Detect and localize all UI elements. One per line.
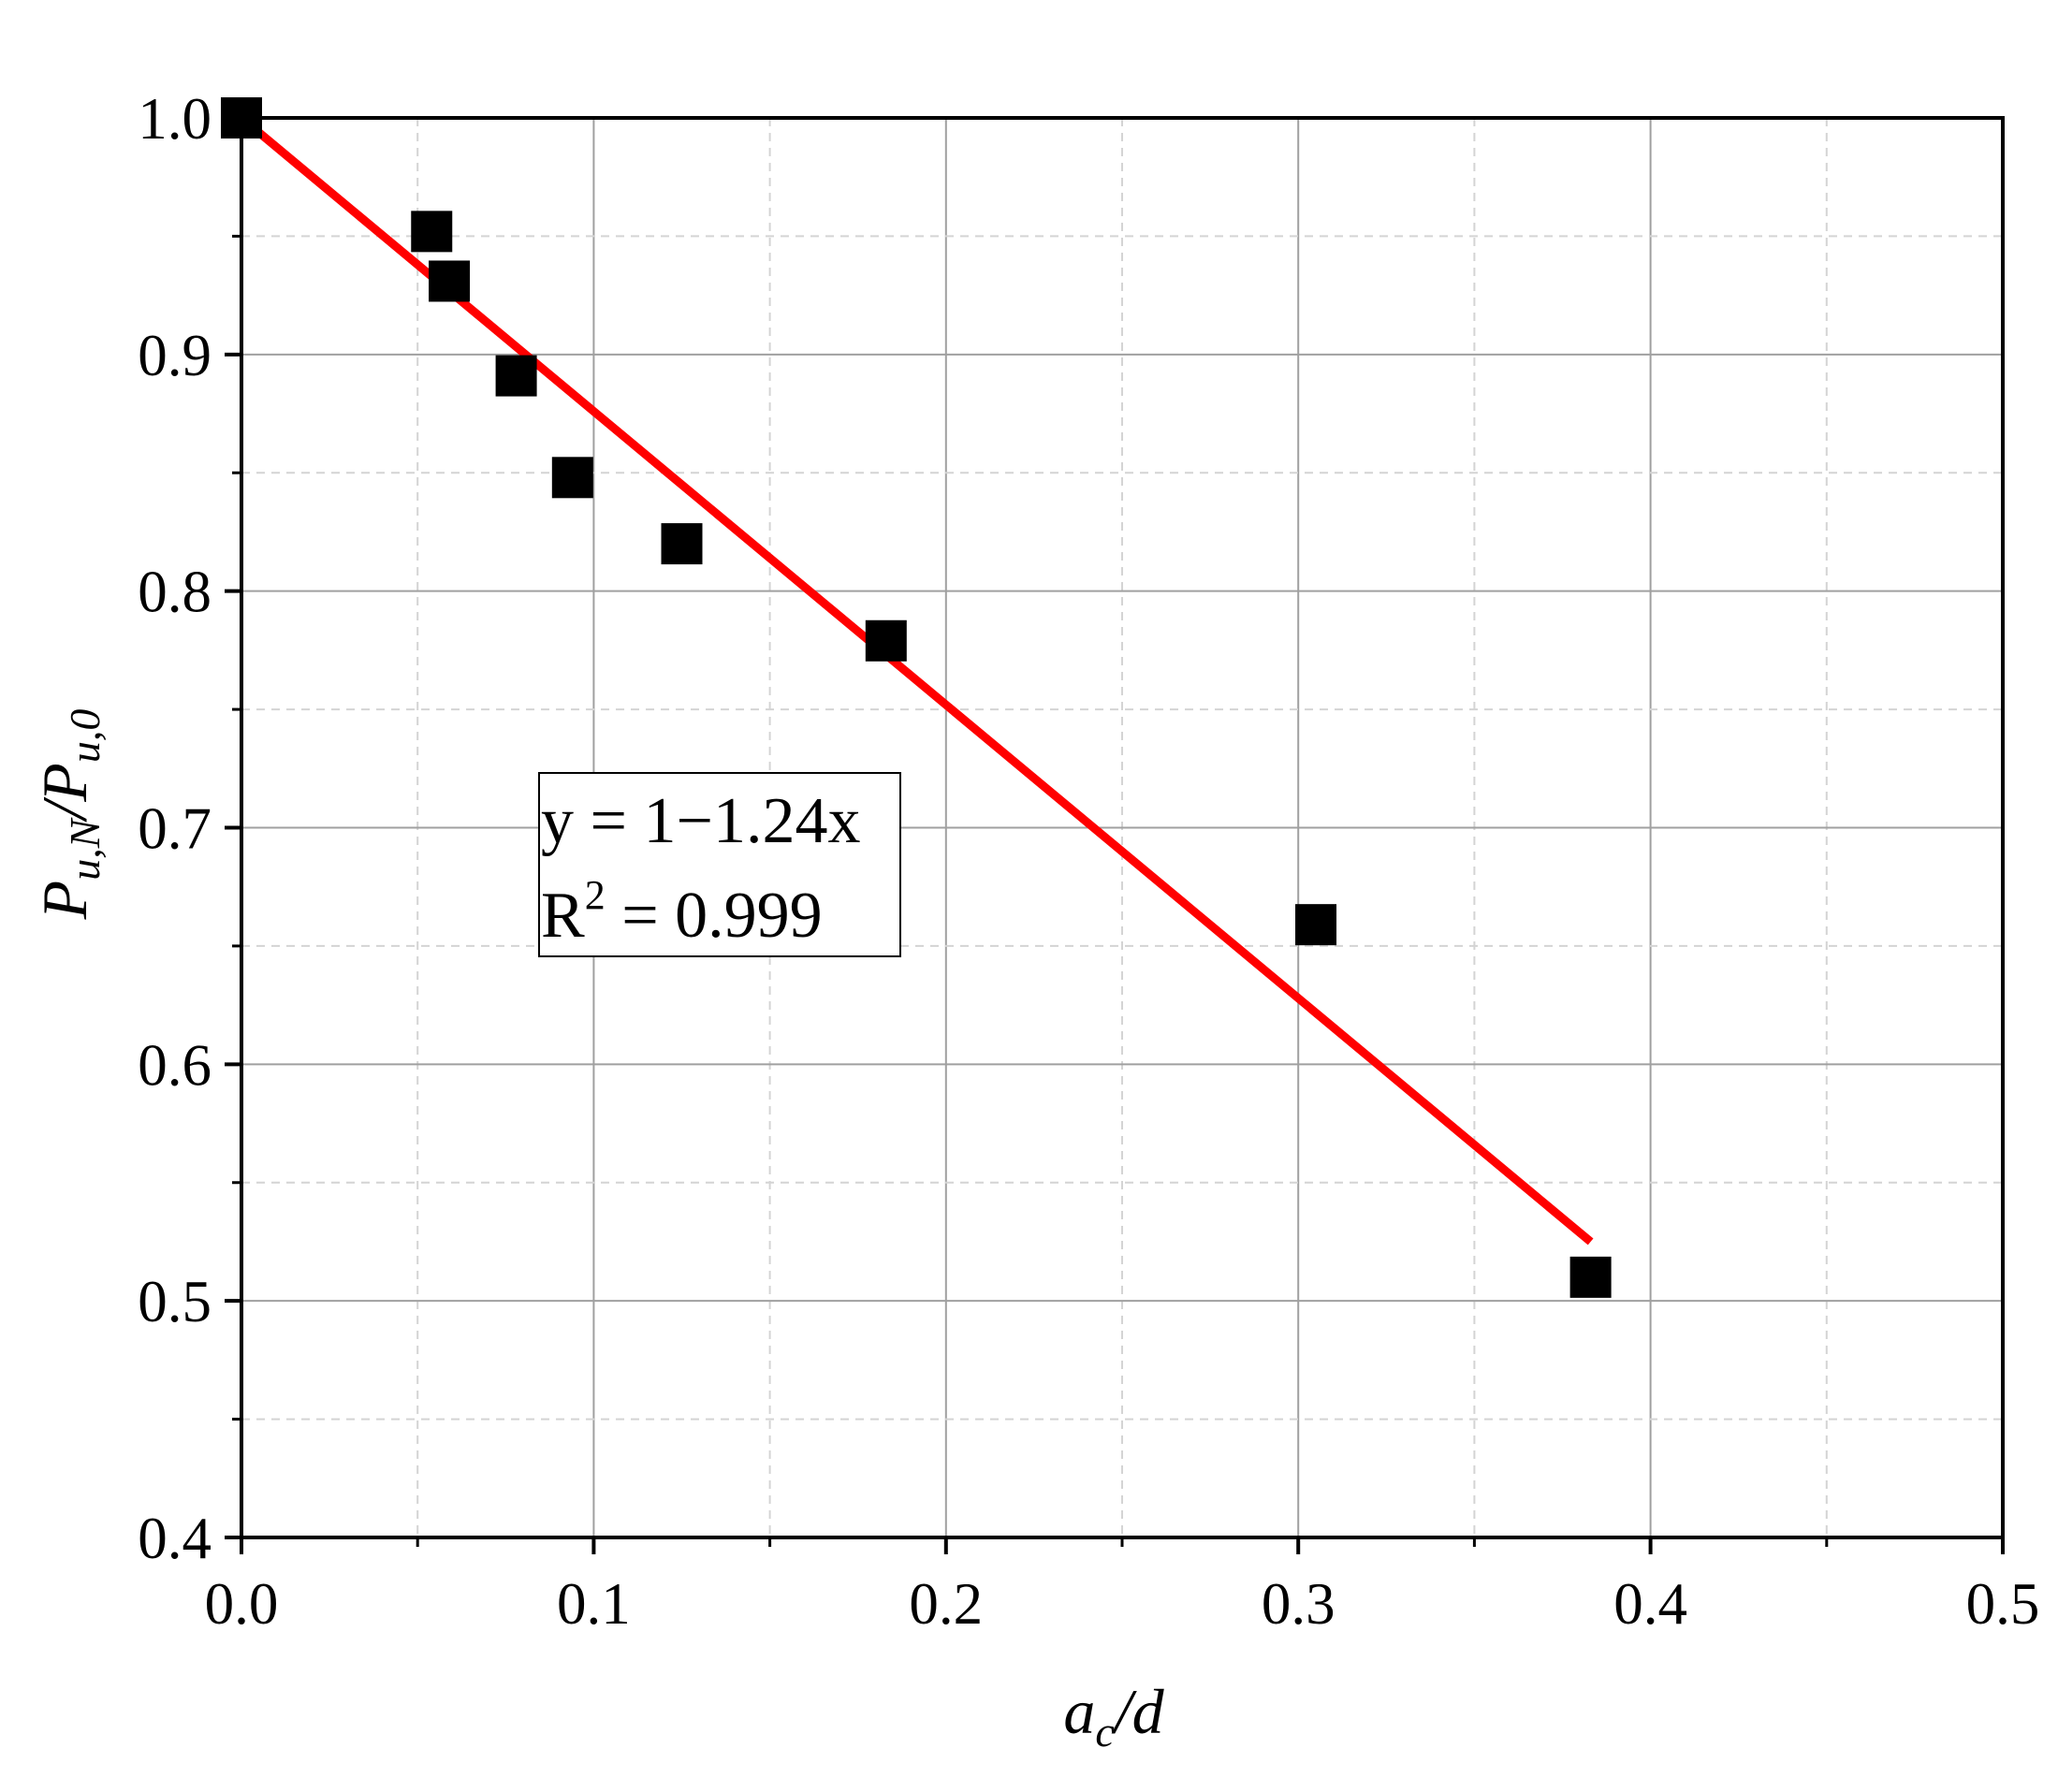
grid-lines (241, 118, 2003, 1537)
r2-prefix: R (541, 880, 585, 952)
x-tick-label: 0.3 (1262, 1571, 1336, 1637)
x-tick-label: 0.5 (1966, 1571, 2040, 1637)
data-point (495, 355, 537, 397)
y-tick-label: 1.0 (138, 86, 212, 152)
x-tick-label: 0.1 (557, 1571, 631, 1637)
y-tick-label: 0.7 (138, 796, 212, 862)
x-axis-title-main: a (1063, 1676, 1095, 1747)
data-points (221, 97, 1612, 1298)
y-tick-labels: 0.4 0.5 0.6 0.7 0.8 0.9 1.0 (138, 86, 212, 1571)
data-point (661, 523, 703, 565)
y-tick-label: 0.5 (138, 1269, 212, 1334)
fit-equation: y = 1−1.24x (541, 785, 860, 857)
x-tick-label: 0.2 (909, 1571, 983, 1637)
y-axis-title-s2: u,0 (61, 709, 109, 764)
x-tick-label: 0.4 (1613, 1571, 1687, 1637)
y-tick-label: 0.6 (138, 1032, 212, 1098)
y-tick-label: 0.4 (138, 1506, 212, 1571)
fit-annotation-box (538, 772, 901, 957)
data-point (1569, 1256, 1612, 1298)
y-axis-title-p1: P (29, 881, 100, 921)
y-axis-title-s1: u,N (61, 817, 109, 881)
fit-line (239, 114, 1594, 1246)
data-point (865, 619, 907, 662)
axis-ticks (225, 116, 2005, 1554)
r2-value: = 0.999 (606, 880, 823, 952)
r2-superscript: 2 (585, 872, 606, 918)
x-tick-labels: 0.0 0.1 0.2 0.3 0.4 0.5 (205, 1571, 2040, 1637)
data-point (551, 457, 593, 499)
x-axis-title-sub: c (1095, 1708, 1114, 1756)
x-axis-title: ac/d (1063, 1676, 1164, 1756)
data-point (1295, 904, 1337, 946)
y-axis-title-p2: P (29, 763, 100, 803)
fit-annotation: y = 1−1.24x R2 = 0.999 (538, 772, 901, 957)
data-point (411, 211, 453, 253)
y-tick-label: 0.8 (138, 560, 212, 625)
x-axis-title-rest: /d (1111, 1676, 1165, 1747)
y-tick-label: 0.9 (138, 323, 212, 388)
fit-line-layer (239, 114, 1594, 1246)
x-tick-label: 0.0 (205, 1571, 279, 1637)
data-point (429, 260, 471, 302)
y-axis-title: Pu,N/Pu,0 (29, 709, 109, 921)
fit-r-squared: R2 = 0.999 (541, 872, 823, 952)
